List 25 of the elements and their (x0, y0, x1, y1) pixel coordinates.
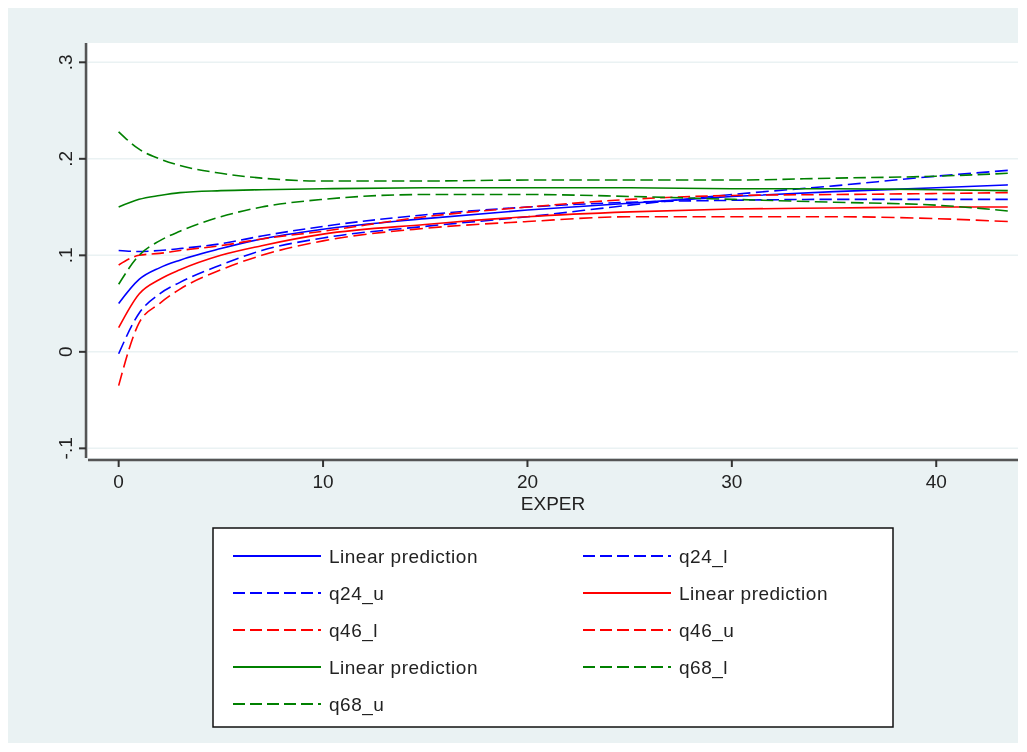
line-series (117, 130, 1009, 182)
legend-label: q46_u (679, 620, 735, 642)
x-tick-label: 10 (312, 471, 334, 492)
x-tick-label: 0 (113, 471, 124, 492)
x-tick-label: 20 (516, 471, 539, 492)
legend-label: q68_l (679, 657, 728, 679)
y-tick-label: .3 (55, 54, 76, 71)
y-tick-label: 0 (55, 346, 76, 358)
legend-label: Linear prediction (679, 583, 828, 604)
x-axis-title: EXPER (520, 493, 586, 514)
legend-label: q24_l (679, 546, 728, 568)
line-series (117, 193, 1009, 286)
legend-label: Linear prediction (329, 546, 478, 567)
y-tick-label: .2 (55, 150, 76, 167)
legend-label: q68_u (329, 694, 385, 716)
legend-label: q24_u (329, 583, 385, 605)
line-series (117, 215, 1009, 387)
x-tick-label: 30 (721, 471, 743, 492)
line-series (117, 186, 1009, 208)
x-tick-label: 40 (925, 471, 947, 492)
y-tick-label: .1 (55, 247, 76, 264)
legend-label: Linear prediction (329, 657, 478, 678)
line-series (117, 169, 1009, 355)
legend-label: q46_l (329, 620, 378, 642)
y-tick-label: -.1 (55, 437, 76, 460)
